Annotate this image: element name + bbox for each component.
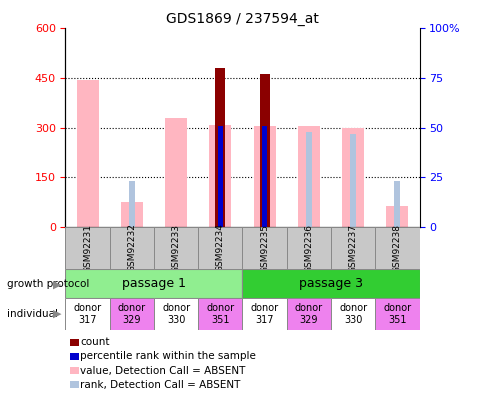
- Bar: [242, 298, 286, 330]
- Bar: [109, 298, 153, 330]
- Text: passage 1: passage 1: [122, 277, 185, 290]
- Bar: [341, 128, 363, 227]
- Bar: [262, 126, 267, 227]
- Bar: [286, 298, 330, 330]
- Text: rank, Detection Call = ABSENT: rank, Detection Call = ABSENT: [80, 380, 240, 390]
- Bar: [242, 269, 419, 298]
- Title: GDS1869 / 237594_at: GDS1869 / 237594_at: [166, 12, 318, 26]
- Bar: [65, 227, 109, 269]
- Text: GSM92235: GSM92235: [259, 224, 269, 273]
- Bar: [121, 202, 143, 227]
- Text: ▶: ▶: [53, 279, 61, 289]
- Bar: [198, 298, 242, 330]
- Bar: [215, 68, 225, 227]
- Bar: [349, 134, 356, 227]
- Text: value, Detection Call = ABSENT: value, Detection Call = ABSENT: [80, 366, 245, 375]
- Bar: [305, 132, 311, 227]
- Bar: [153, 298, 198, 330]
- Text: ▶: ▶: [53, 309, 61, 319]
- Bar: [253, 126, 275, 227]
- Text: donor
351: donor 351: [382, 303, 410, 325]
- Bar: [330, 298, 375, 330]
- Text: donor
351: donor 351: [206, 303, 234, 325]
- Bar: [393, 181, 400, 227]
- Bar: [165, 118, 187, 227]
- Bar: [259, 74, 269, 227]
- Text: GSM92232: GSM92232: [127, 224, 136, 273]
- Bar: [65, 269, 242, 298]
- Text: donor
329: donor 329: [294, 303, 322, 325]
- Bar: [209, 125, 231, 227]
- Text: GSM92237: GSM92237: [348, 224, 357, 273]
- Text: donor
330: donor 330: [338, 303, 366, 325]
- Bar: [198, 227, 242, 269]
- Bar: [128, 181, 135, 227]
- Bar: [297, 126, 319, 227]
- Text: GSM92233: GSM92233: [171, 224, 180, 273]
- Text: donor
329: donor 329: [118, 303, 146, 325]
- Bar: [153, 227, 198, 269]
- Text: growth protocol: growth protocol: [7, 279, 90, 289]
- Text: GSM92231: GSM92231: [83, 224, 92, 273]
- Text: donor
317: donor 317: [250, 303, 278, 325]
- Bar: [109, 227, 153, 269]
- Bar: [217, 126, 222, 227]
- Bar: [286, 227, 330, 269]
- Text: GSM92236: GSM92236: [304, 224, 313, 273]
- Bar: [76, 80, 98, 227]
- Bar: [330, 227, 375, 269]
- Text: donor
330: donor 330: [162, 303, 190, 325]
- Bar: [65, 298, 109, 330]
- Text: GSM92234: GSM92234: [215, 224, 225, 273]
- Text: count: count: [80, 337, 109, 347]
- Text: GSM92238: GSM92238: [392, 224, 401, 273]
- Text: passage 3: passage 3: [299, 277, 362, 290]
- Bar: [375, 227, 419, 269]
- Bar: [242, 227, 286, 269]
- Text: individual: individual: [7, 309, 58, 319]
- Text: donor
317: donor 317: [74, 303, 102, 325]
- Bar: [386, 206, 408, 227]
- Bar: [375, 298, 419, 330]
- Text: percentile rank within the sample: percentile rank within the sample: [80, 352, 256, 361]
